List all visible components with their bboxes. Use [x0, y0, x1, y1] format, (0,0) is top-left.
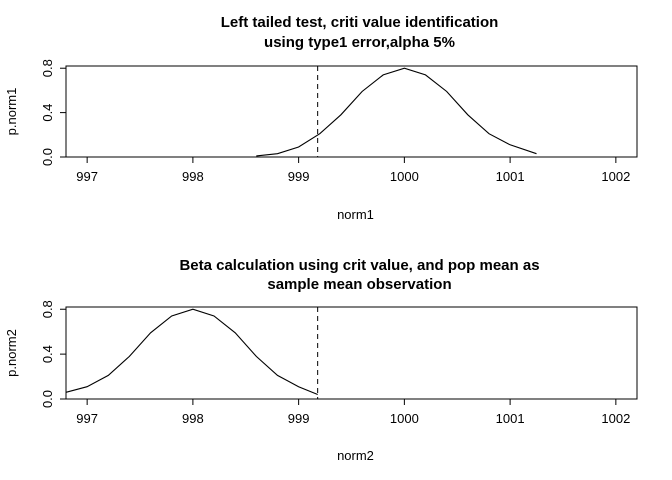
panel2-x-tick-label: 997 [76, 411, 98, 426]
panel2-x-tick-label: 1002 [601, 411, 630, 426]
panel2-y-tick-label: 0.4 [40, 345, 55, 363]
panel1-y-axis-label: p.norm1 [4, 88, 19, 136]
panel2-y-tick-label: 0.0 [40, 390, 55, 408]
panel1-x-tick-label: 1001 [496, 169, 525, 184]
panel1-y-tick-label: 0.4 [40, 104, 55, 122]
panel1-x-tick-label: 997 [76, 169, 98, 184]
panel1-y-tick-label: 0.0 [40, 148, 55, 166]
panel2-x-tick-label: 999 [288, 411, 310, 426]
panel2-y-tick-label: 0.8 [40, 300, 55, 318]
panel1-x-tick-label: 998 [182, 169, 204, 184]
panel1-x-tick-label: 999 [288, 169, 310, 184]
panel2-title-line-2: sample mean observation [267, 276, 451, 293]
panel2-y-axis-label: p.norm2 [4, 329, 19, 377]
panel2-x-axis-label: norm2 [337, 448, 374, 463]
panel2-x-tick-label: 998 [182, 411, 204, 426]
panel1-title-line-1: Left tailed test, criti value identifica… [221, 14, 499, 31]
panel2-density-curve-1 [65, 308, 318, 396]
panel2-plot-box [65, 306, 638, 400]
panel1-y-tick-label: 0.8 [40, 59, 55, 77]
panel2-x-tick-label: 1001 [496, 411, 525, 426]
panel1-plot-box [65, 65, 638, 158]
panel1-x-tick-label: 1002 [601, 169, 630, 184]
panel2-x-tick-label: 1000 [390, 411, 419, 426]
panel1-x-axis-label: norm1 [337, 207, 374, 222]
panel1-density-curve-1 [256, 67, 537, 157]
panel1-title-line-2: using type1 error,alpha 5% [264, 34, 455, 51]
panel2-title-line-1: Beta calculation using crit value, and p… [179, 257, 539, 274]
panel1-x-tick-label: 1000 [390, 169, 419, 184]
